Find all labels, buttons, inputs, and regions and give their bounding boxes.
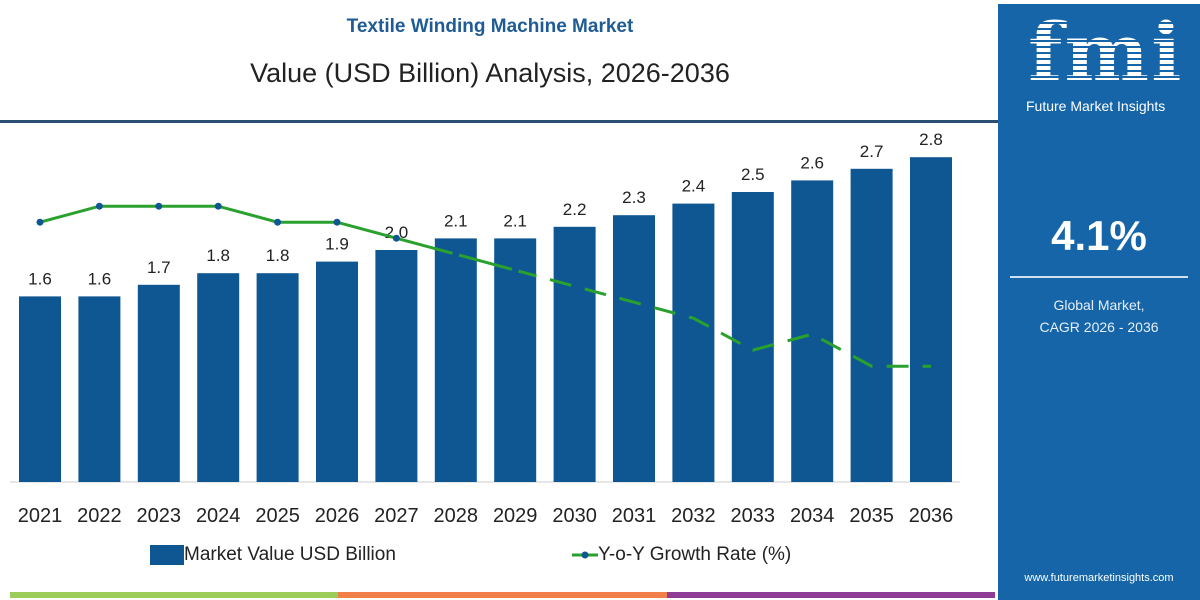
bar-2027 (375, 250, 418, 482)
bar-value-label: 2.3 (622, 188, 646, 207)
footer-segment-purple (666, 592, 995, 598)
bar-2024 (197, 273, 240, 482)
x-tick-label: 2035 (849, 505, 894, 527)
chart-subtitle: Value (USD Billion) Analysis, 2026-2036 (250, 58, 730, 88)
cagr-label: Global Market, CAGR 2026 - 2036 (998, 294, 1200, 338)
cagr-panel: fmi Future Market Insights 4.1% Global M… (998, 4, 1200, 600)
x-tick-label: 2025 (255, 505, 300, 527)
bar-2030 (553, 226, 596, 482)
bar-value-label: 1.8 (206, 246, 230, 265)
bar-2023 (137, 284, 180, 482)
bar-2022 (78, 296, 121, 482)
legend-label: Market Value USD Billion (184, 544, 396, 565)
growth-line-dashed (514, 268, 931, 368)
x-tick-label: 2026 (315, 505, 360, 527)
bar-value-label: 1.8 (266, 246, 290, 265)
growth-point (392, 234, 400, 242)
growth-point (452, 250, 460, 258)
x-tick-label: 2031 (612, 505, 657, 527)
x-tick-label: 2029 (493, 505, 538, 527)
legend-swatch-line (572, 551, 598, 559)
bar-value-label: 2.2 (563, 200, 587, 219)
bar-value-label: 1.9 (325, 235, 349, 254)
x-tick-label: 2022 (77, 505, 122, 527)
x-tick-label: 2030 (552, 505, 597, 527)
cagr-value: 4.1% (1051, 212, 1147, 259)
growth-point (36, 218, 44, 226)
bar-2031 (613, 215, 655, 482)
bar-2026 (316, 261, 358, 482)
bar-value-label: 1.7 (147, 258, 171, 277)
bar-value-label: 1.6 (88, 269, 112, 288)
legend-item-growth-rate: Y-o-Y Growth Rate (%) (572, 544, 791, 566)
bar-2029 (494, 238, 537, 482)
website-link[interactable]: www.futuremarketinsights.com (1024, 572, 1174, 584)
bar-2025 (256, 273, 299, 482)
bar-value-label: 2.1 (444, 211, 468, 230)
bar-2021 (19, 296, 61, 482)
bar-2036 (910, 157, 952, 482)
bar-value-label: 2.7 (860, 142, 884, 161)
bar-2033 (731, 192, 774, 482)
footer-segment-green (10, 592, 339, 598)
bar-2035 (850, 168, 893, 483)
chart-plot: 1.6 2021 1.6 2022 1.7 2023 1.8 2024 1.8 2025 1.9 20… (10, 130, 960, 527)
footer-color-bar (10, 592, 995, 598)
bar-value-label: 2.5 (741, 165, 765, 184)
divider (1010, 276, 1188, 278)
growth-point (274, 218, 282, 226)
cagr-label-line1: Global Market, (1053, 297, 1145, 313)
logo-subtitle: Future Market Insights (1026, 98, 1166, 114)
growth-point (214, 202, 222, 210)
bar-2034 (791, 180, 834, 482)
x-tick-label: 2023 (137, 505, 182, 527)
fmi-logo: fmi (1028, 5, 1184, 99)
legend-item-market-value: Market Value USD Billion (150, 544, 396, 566)
bar-value-label: 2.1 (503, 211, 527, 230)
bar-2032 (672, 203, 715, 482)
bar-value-label: 1.6 (28, 269, 52, 288)
x-tick-label: 2034 (790, 505, 835, 527)
x-tick-label: 2021 (18, 505, 63, 527)
growth-point (333, 218, 341, 226)
growth-point (95, 202, 103, 210)
divider (0, 120, 998, 123)
legend-swatch-bar (150, 545, 184, 565)
x-tick-label: 2032 (671, 505, 716, 527)
bar-value-label: 2.8 (919, 130, 943, 149)
bar-value-label: 2.4 (682, 177, 706, 196)
cagr-label-line2: CAGR 2026 - 2036 (1039, 319, 1159, 335)
growth-point (155, 202, 163, 210)
x-tick-label: 2036 (909, 505, 954, 527)
chart-title: Textile Winding Machine Market (346, 16, 634, 37)
x-tick-label: 2033 (731, 505, 776, 527)
footer-segment-orange (338, 592, 667, 598)
growth-point (511, 266, 519, 274)
legend-label: Y-o-Y Growth Rate (%) (598, 544, 792, 565)
bar-2028 (434, 238, 477, 482)
x-tick-label: 2027 (374, 505, 419, 527)
bar-value-label: 2.6 (800, 153, 824, 172)
x-tick-label: 2028 (434, 505, 479, 527)
x-tick-label: 2024 (196, 505, 241, 527)
